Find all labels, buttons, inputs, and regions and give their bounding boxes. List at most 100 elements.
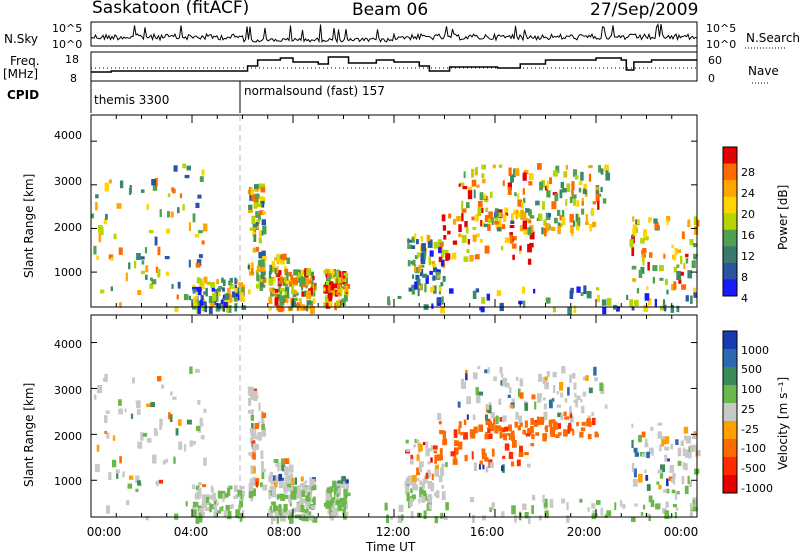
velocity-cell: [336, 481, 341, 488]
velocity-cell: [657, 422, 663, 426]
station-title: Saskatoon (fitACF): [92, 0, 250, 18]
velocity-cell: [594, 433, 599, 438]
power-cell: [110, 286, 113, 292]
velocity-cell: [465, 373, 468, 381]
velocity-cell: [222, 493, 225, 502]
power-cell: [666, 219, 669, 226]
velocity-cell: [248, 387, 253, 396]
velocity-cell: [162, 459, 166, 465]
power-cell: [525, 208, 530, 213]
power-cell: [326, 281, 329, 285]
velocity-cell: [195, 368, 200, 373]
velocity-cell: [390, 516, 394, 520]
velocity-cell: [257, 432, 262, 441]
power-cell: [167, 211, 170, 218]
velocity-cell: [440, 455, 443, 461]
power-cell: [238, 282, 244, 288]
velocity-cell: [469, 429, 474, 437]
velocity-cell: [275, 482, 279, 488]
power-cell: [544, 227, 547, 237]
velocity-cell: [543, 403, 547, 410]
velocity-cell: [528, 515, 531, 524]
power-cell: [419, 283, 423, 290]
power-cell: [459, 182, 465, 186]
velocity-cell: [553, 421, 558, 430]
power-cell: [301, 291, 306, 297]
power-cbar-tick: 20: [741, 208, 755, 221]
power-cell: [343, 295, 348, 302]
velocity-cell: [303, 509, 308, 518]
power-cell: [551, 226, 556, 231]
velocity-cell: [194, 492, 200, 500]
power-cell: [327, 292, 333, 299]
velocity-cell: [124, 408, 127, 413]
velocity-cell: [326, 498, 331, 505]
power-cell: [461, 208, 467, 213]
power-cell: [108, 254, 114, 260]
velocity-cell: [499, 431, 503, 439]
velocity-cell: [504, 443, 510, 451]
velocity-cell: [544, 510, 549, 519]
velocity-cell: [216, 510, 222, 514]
power-cell: [527, 258, 532, 265]
velocity-cell: [289, 498, 293, 503]
power-cell: [589, 224, 592, 232]
power-cell: [222, 294, 226, 299]
velocity-cell: [116, 473, 119, 479]
power-cell: [411, 284, 415, 288]
velocity-cell: [96, 444, 100, 452]
velocity-cell: [410, 454, 414, 461]
power-cell: [653, 218, 658, 224]
power-cell: [293, 269, 299, 276]
velocity-cell: [686, 435, 691, 444]
velocity-cell: [185, 501, 188, 507]
velocity-cell: [441, 491, 446, 501]
power-cell: [510, 174, 514, 183]
power-cell: [201, 240, 205, 245]
velocity-cell: [252, 390, 258, 397]
power-cell: [222, 287, 225, 292]
velocity-cell: [542, 433, 547, 442]
power-cell: [420, 268, 424, 277]
velocity-cell: [283, 482, 289, 489]
power-cell: [407, 244, 412, 249]
power-cell: [528, 181, 533, 186]
power-cell: [240, 287, 245, 295]
velocity-cell: [422, 478, 426, 483]
power-cell: [309, 300, 314, 309]
power-cell: [523, 170, 529, 175]
power-cell: [136, 253, 141, 260]
power-cell: [291, 289, 295, 295]
power-cell: [128, 262, 131, 270]
power-cell: [642, 257, 645, 266]
power-cell: [471, 168, 474, 178]
velocity-cell: [665, 488, 670, 494]
velocity-cell: [551, 419, 556, 424]
power-cell: [260, 187, 266, 193]
power-cell: [257, 183, 262, 188]
velocity-cell: [198, 482, 202, 486]
power-cell: [652, 276, 655, 284]
velocity-cell: [518, 415, 523, 424]
power-cell: [437, 269, 441, 274]
velocity-cell: [645, 438, 648, 444]
power-cell: [174, 306, 179, 312]
velocity-cell: [478, 391, 484, 396]
velocity-cell: [212, 492, 216, 501]
velocity-cell: [499, 417, 505, 422]
power-cell: [676, 264, 680, 268]
power-cell: [283, 277, 287, 283]
velocity-cell: [146, 438, 152, 443]
power-colorbar-swatch: [723, 196, 737, 214]
velocity-cell: [308, 514, 314, 521]
power-cell: [647, 261, 650, 271]
velocity-cell: [405, 439, 409, 444]
velocity-cell: [501, 511, 505, 518]
velocity-cell: [112, 459, 117, 468]
velocity-cell: [518, 425, 521, 431]
power-cell: [678, 279, 682, 284]
power-cell: [432, 285, 435, 292]
velocity-cell: [519, 445, 523, 454]
power-cell: [502, 180, 505, 186]
power-cell: [440, 260, 445, 267]
